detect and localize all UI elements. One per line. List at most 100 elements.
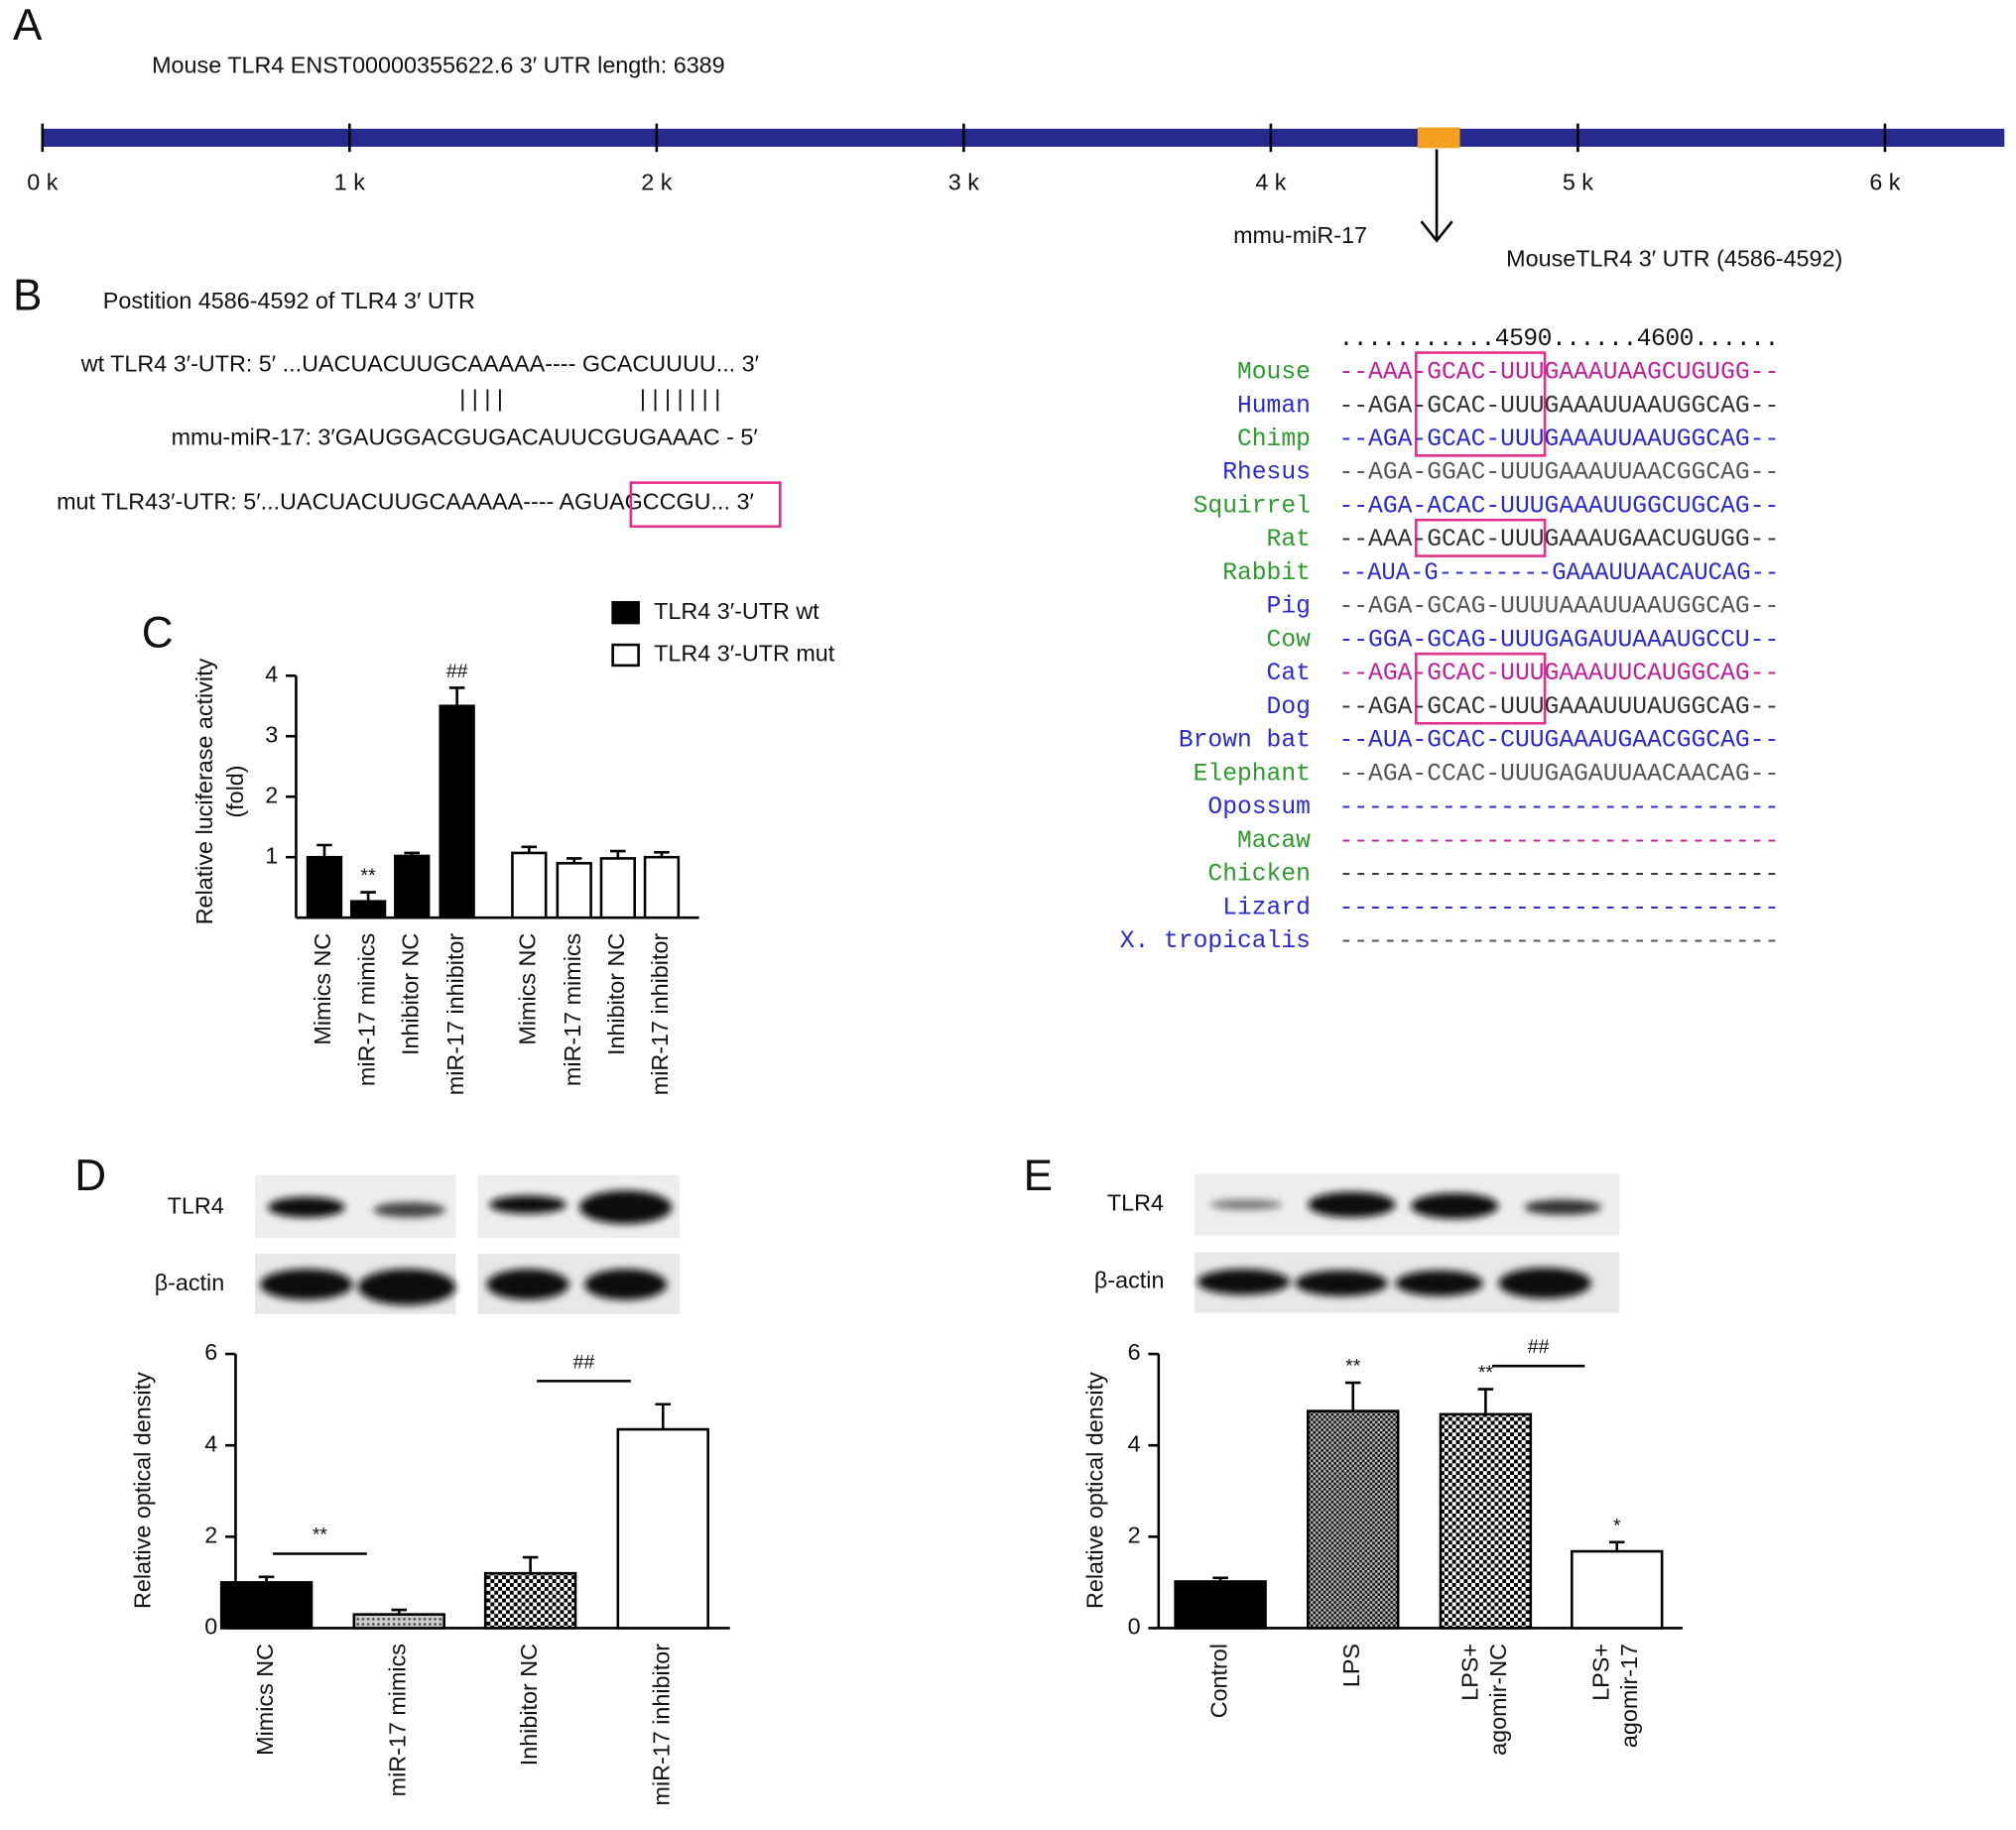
blot-e: TLR4 β-actin	[1094, 1173, 1620, 1313]
b-heading: Postition 4586-4592 of TLR4 3′ UTR	[103, 288, 475, 313]
bar	[1174, 1580, 1267, 1630]
error-bar	[1344, 1381, 1361, 1411]
species-sequence: --AAA-GCAC-UUUGAAAUAAGCUGUGG--	[1338, 359, 1779, 387]
species-name: Macaw	[1237, 827, 1311, 855]
species-sequence: ------------------------------	[1338, 861, 1779, 889]
x-tick-label: 4 k	[1255, 170, 1286, 195]
y-tick-label: 0	[204, 1614, 217, 1640]
species-name: Chicken	[1207, 861, 1311, 889]
x-tick-label: Mimics NC	[514, 933, 540, 1045]
species-name: X. tropicalis	[1120, 927, 1311, 955]
y-axis-label: Relative optical density	[1082, 1372, 1108, 1609]
y-axis-label: Relative luciferase activity	[191, 658, 217, 924]
species-name: Human	[1237, 392, 1311, 420]
bar	[394, 854, 431, 919]
band	[1209, 1199, 1283, 1210]
band	[267, 1196, 345, 1218]
panel-labels: A B C D E	[13, 1, 1053, 1200]
bar	[483, 1571, 577, 1630]
species-sequence: --AGA-GCAG-UUUUAAAUUAAUGGCAG--	[1338, 593, 1779, 621]
species-name: Brown bat	[1179, 727, 1311, 755]
species-name: Dog	[1267, 693, 1311, 721]
bar	[352, 1613, 445, 1630]
y-tick-label: 0	[1128, 1614, 1141, 1640]
error-bar	[316, 843, 332, 858]
mut-sequence: mut TLR43′-UTR: 5′...UACUACUUGCAAAAA----…	[57, 489, 754, 515]
x-tick-label: miR-17 inhibitor	[647, 933, 673, 1096]
target-site	[1417, 127, 1460, 149]
x-tick-label: 0 k	[27, 170, 58, 195]
x-tick-label: miR-17 mimics	[560, 933, 585, 1086]
site-box	[1415, 652, 1547, 725]
utr-bar	[42, 128, 2005, 147]
error-bar	[258, 1575, 275, 1583]
panel-label: E	[1024, 1152, 1053, 1200]
y-tick-label: 3	[265, 721, 278, 747]
y-tick-label: 1	[265, 842, 278, 868]
bar	[1307, 1409, 1400, 1630]
error-bar	[404, 851, 421, 856]
x-tick-label: 2 k	[641, 170, 672, 195]
y-tick-label: 4	[1128, 1430, 1141, 1456]
x-tick-label: Inhibitor NC	[397, 933, 423, 1055]
error-bar	[522, 1555, 539, 1574]
species-name: Rabbit	[1222, 559, 1311, 587]
bar	[556, 862, 592, 919]
species-sequence: ------------------------------	[1338, 827, 1779, 855]
species-sequence: --GGA-GCAG-UUUGAGAUUAAAUGCCU--	[1338, 626, 1779, 654]
species-name: Chimp	[1237, 426, 1311, 453]
mut-box	[629, 481, 782, 529]
band	[1411, 1192, 1499, 1219]
y-tick-label: 6	[1128, 1339, 1141, 1365]
mirna-label: mmu-miR-17	[1233, 222, 1367, 248]
x-tick-label: Inhibitor NC	[516, 1644, 542, 1766]
legend-swatch	[611, 643, 640, 668]
site-label: MouseTLR4 3′ UTR (4586-4592)	[1506, 245, 1842, 271]
error-bar	[1477, 1388, 1494, 1414]
y-tick-label: 4	[265, 661, 278, 686]
species-name: Squirrel	[1194, 492, 1311, 520]
significance: ##	[1528, 1336, 1550, 1358]
x-tick-label: 6 k	[1869, 170, 1900, 195]
species-name: Lizard	[1222, 894, 1311, 921]
species-name: Pig	[1267, 593, 1311, 621]
x-tick-label: 5 k	[1563, 170, 1593, 195]
arrow-head	[1420, 220, 1453, 243]
bar	[1571, 1549, 1664, 1630]
panel-label: D	[74, 1152, 106, 1200]
error-bar	[391, 1608, 408, 1615]
band	[1498, 1268, 1591, 1299]
legend-label: TLR4 3′-UTR mut	[654, 641, 835, 667]
band	[1308, 1191, 1396, 1218]
error-bar	[521, 845, 538, 853]
pairing: | | | |	[459, 386, 503, 412]
blot-label: TLR4	[1107, 1190, 1164, 1216]
blot-label: β-actin	[1094, 1268, 1165, 1293]
error-bar	[1608, 1540, 1625, 1552]
species-sequence: --AUA-G--------GAAAUUAACAUCAG--	[1338, 559, 1779, 587]
band	[373, 1201, 445, 1218]
utr-title: Mouse TLR4 ENST00000355622.6 3′ UTR leng…	[152, 53, 725, 78]
y-axis-label: Relative optical density	[130, 1372, 156, 1609]
species-sequence: ------------------------------	[1338, 793, 1779, 821]
bar	[599, 857, 637, 919]
blot-label: TLR4	[168, 1192, 224, 1218]
y-tick-label: 2	[204, 1522, 217, 1547]
bar	[643, 855, 681, 919]
species-sequence: --AGA-CCAC-UUUGAGAUUAACAACAG--	[1338, 760, 1779, 788]
y-tick-label: 2	[265, 782, 278, 807]
error-bar	[610, 849, 626, 859]
error-bar	[655, 1403, 672, 1430]
alignment-boxes	[1415, 351, 1547, 725]
band	[1295, 1270, 1388, 1296]
error-bar	[654, 851, 670, 858]
x-tick-label: miR-17 inhibitor	[648, 1644, 674, 1806]
bar	[1439, 1412, 1533, 1630]
legend-swatch	[611, 600, 640, 625]
legend-label: TLR4 3′-UTR wt	[654, 598, 819, 624]
blot-d: TLR4 β-actin	[155, 1174, 681, 1314]
panel-label: C	[142, 609, 174, 658]
panel-label: B	[13, 272, 42, 320]
